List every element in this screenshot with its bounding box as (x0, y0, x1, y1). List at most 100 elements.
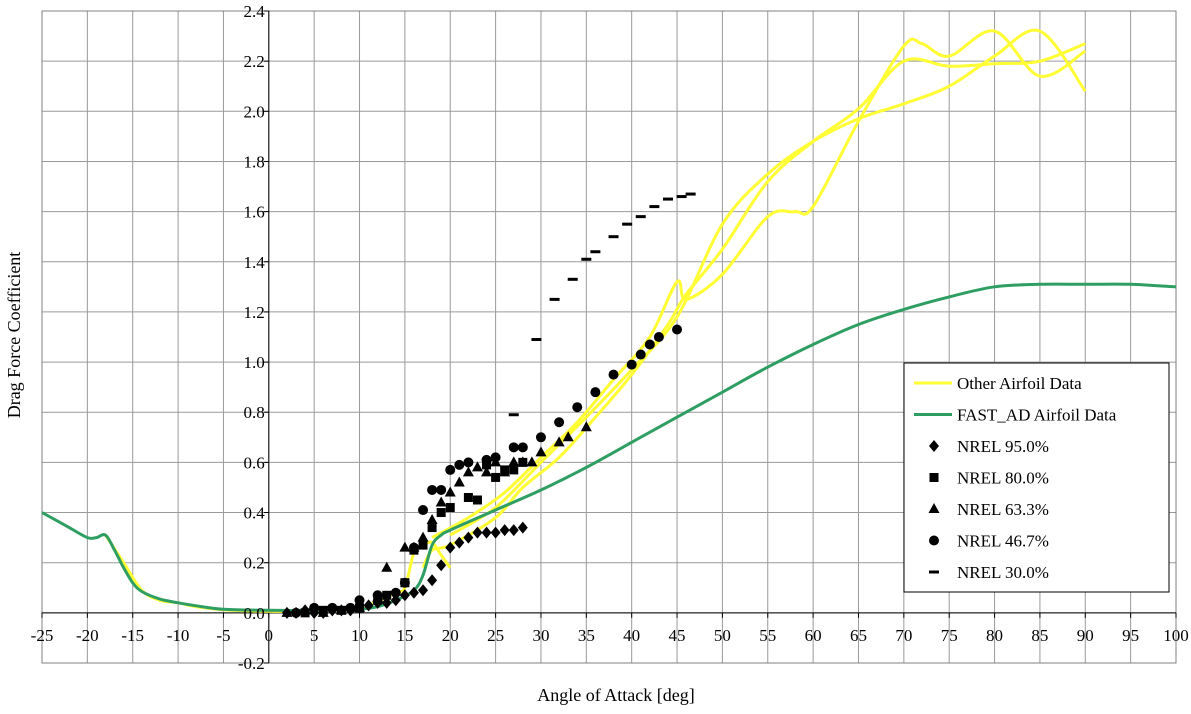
y-tick-label: 2.2 (244, 52, 265, 71)
point-nrel-46-7 (554, 417, 565, 428)
point-nrel-80-0 (482, 460, 492, 470)
point-nrel-30-0 (531, 338, 542, 342)
point-nrel-80-0 (436, 508, 446, 518)
point-nrel-46-7 (517, 442, 528, 453)
point-nrel-63-3 (417, 531, 429, 542)
point-nrel-63-3 (399, 541, 411, 552)
plot-border (41, 10, 1177, 664)
point-nrel-46-7 (418, 505, 429, 516)
series-line-fast-ad-airfoil-data (41, 282, 1177, 612)
x-tick-label: -5 (216, 626, 230, 645)
point-nrel-63-3 (517, 456, 529, 467)
legend-label-nrel-30-0: NREL 30.0% (957, 563, 1049, 582)
point-nrel-95-0 (427, 574, 438, 587)
legend-marker-nrel-63-3 (928, 503, 940, 513)
point-nrel-30-0 (549, 297, 560, 301)
point-nrel-46-7 (535, 432, 546, 443)
y-tick-label: 0.2 (244, 554, 265, 573)
point-nrel-95-0 (363, 599, 374, 612)
point-nrel-63-3 (562, 431, 574, 442)
point-nrel-46-7 (354, 595, 365, 606)
x-tick-label: 50 (714, 626, 731, 645)
legend-label-nrel-95-0: NREL 95.0% (957, 437, 1049, 456)
scatter-series (281, 192, 696, 619)
point-nrel-46-7 (644, 339, 655, 350)
point-nrel-46-7 (345, 602, 356, 613)
point-nrel-63-3 (299, 604, 311, 615)
point-nrel-63-3 (535, 446, 547, 457)
x-tick-label: -20 (76, 626, 99, 645)
x-axis-title: Angle of Attack [deg] (537, 685, 694, 705)
point-nrel-46-7 (390, 587, 401, 598)
point-nrel-46-7 (608, 369, 619, 380)
point-nrel-46-7 (572, 402, 583, 413)
x-tick-label: 0 (265, 626, 274, 645)
point-nrel-63-3 (354, 601, 366, 612)
point-nrel-46-7 (590, 387, 601, 398)
point-nrel-95-0 (508, 524, 519, 537)
point-nrel-46-7 (327, 602, 338, 613)
point-nrel-46-7 (454, 459, 465, 470)
legend-marker-nrel-80-0 (929, 473, 939, 482)
y-tick-label: 0.6 (244, 453, 265, 472)
x-tick-label: 85 (1031, 626, 1048, 645)
y-tick-label: 0.0 (244, 604, 265, 623)
point-nrel-80-0 (418, 540, 428, 550)
point-nrel-30-0 (608, 235, 619, 239)
point-nrel-63-3 (553, 436, 565, 447)
x-tick-label: 15 (396, 626, 413, 645)
x-tick-label: 40 (623, 626, 640, 645)
point-nrel-46-7 (445, 464, 456, 475)
point-nrel-46-7 (372, 590, 383, 601)
point-nrel-95-0 (481, 526, 492, 539)
point-nrel-63-3 (281, 606, 293, 617)
point-nrel-46-7 (653, 332, 664, 342)
point-nrel-80-0 (445, 503, 455, 513)
point-nrel-30-0 (662, 197, 673, 201)
point-nrel-46-7 (626, 359, 637, 370)
point-nrel-46-7 (463, 457, 474, 468)
x-tick-label: 100 (1163, 626, 1189, 645)
point-nrel-95-0 (499, 524, 510, 537)
series-line-other-airfoil-data (449, 28, 1087, 537)
y-tick-label: 1.4 (244, 253, 266, 272)
point-nrel-63-3 (435, 496, 447, 507)
point-nrel-30-0 (685, 192, 696, 196)
x-tick-label: 35 (578, 626, 595, 645)
point-nrel-95-0 (418, 584, 429, 597)
point-nrel-46-7 (508, 442, 519, 453)
point-nrel-46-7 (309, 602, 320, 613)
x-tick-label: 20 (442, 626, 459, 645)
point-nrel-30-0 (635, 215, 646, 219)
legend-marker-nrel-30-0 (929, 570, 939, 574)
point-nrel-95-0 (408, 586, 419, 599)
x-tick-label: -15 (121, 626, 144, 645)
point-nrel-30-0 (486, 458, 497, 462)
x-tick-label: 90 (1077, 626, 1094, 645)
y-axis-title: Drag Force Coefficient (4, 252, 24, 419)
point-nrel-95-0 (490, 526, 501, 539)
x-tick-label: 65 (850, 626, 867, 645)
point-nrel-95-0 (436, 559, 447, 572)
series-line-other-airfoil-data (431, 29, 1087, 539)
y-tick-label: 0.8 (244, 403, 265, 422)
legend-marker-nrel-95-0 (929, 440, 939, 452)
point-nrel-30-0 (581, 257, 592, 261)
point-nrel-80-0 (472, 495, 482, 505)
point-nrel-63-3 (481, 466, 493, 477)
x-tick-label: 55 (759, 626, 776, 645)
point-nrel-30-0 (676, 195, 687, 199)
point-nrel-95-0 (399, 589, 410, 602)
point-nrel-63-3 (317, 606, 329, 617)
x-tick-label: 95 (1122, 626, 1139, 645)
legend: Other Airfoil Data FAST_AD Airfoil Data NR… (903, 362, 1170, 593)
point-nrel-95-0 (381, 596, 392, 609)
point-nrel-46-7 (436, 484, 447, 495)
point-nrel-63-3 (444, 486, 456, 497)
point-nrel-63-3 (426, 514, 438, 525)
legend-label-other-airfoil-data: Other Airfoil Data (957, 374, 1082, 393)
point-nrel-80-0 (463, 492, 473, 502)
point-nrel-80-0 (491, 472, 501, 482)
point-nrel-63-3 (499, 466, 511, 477)
